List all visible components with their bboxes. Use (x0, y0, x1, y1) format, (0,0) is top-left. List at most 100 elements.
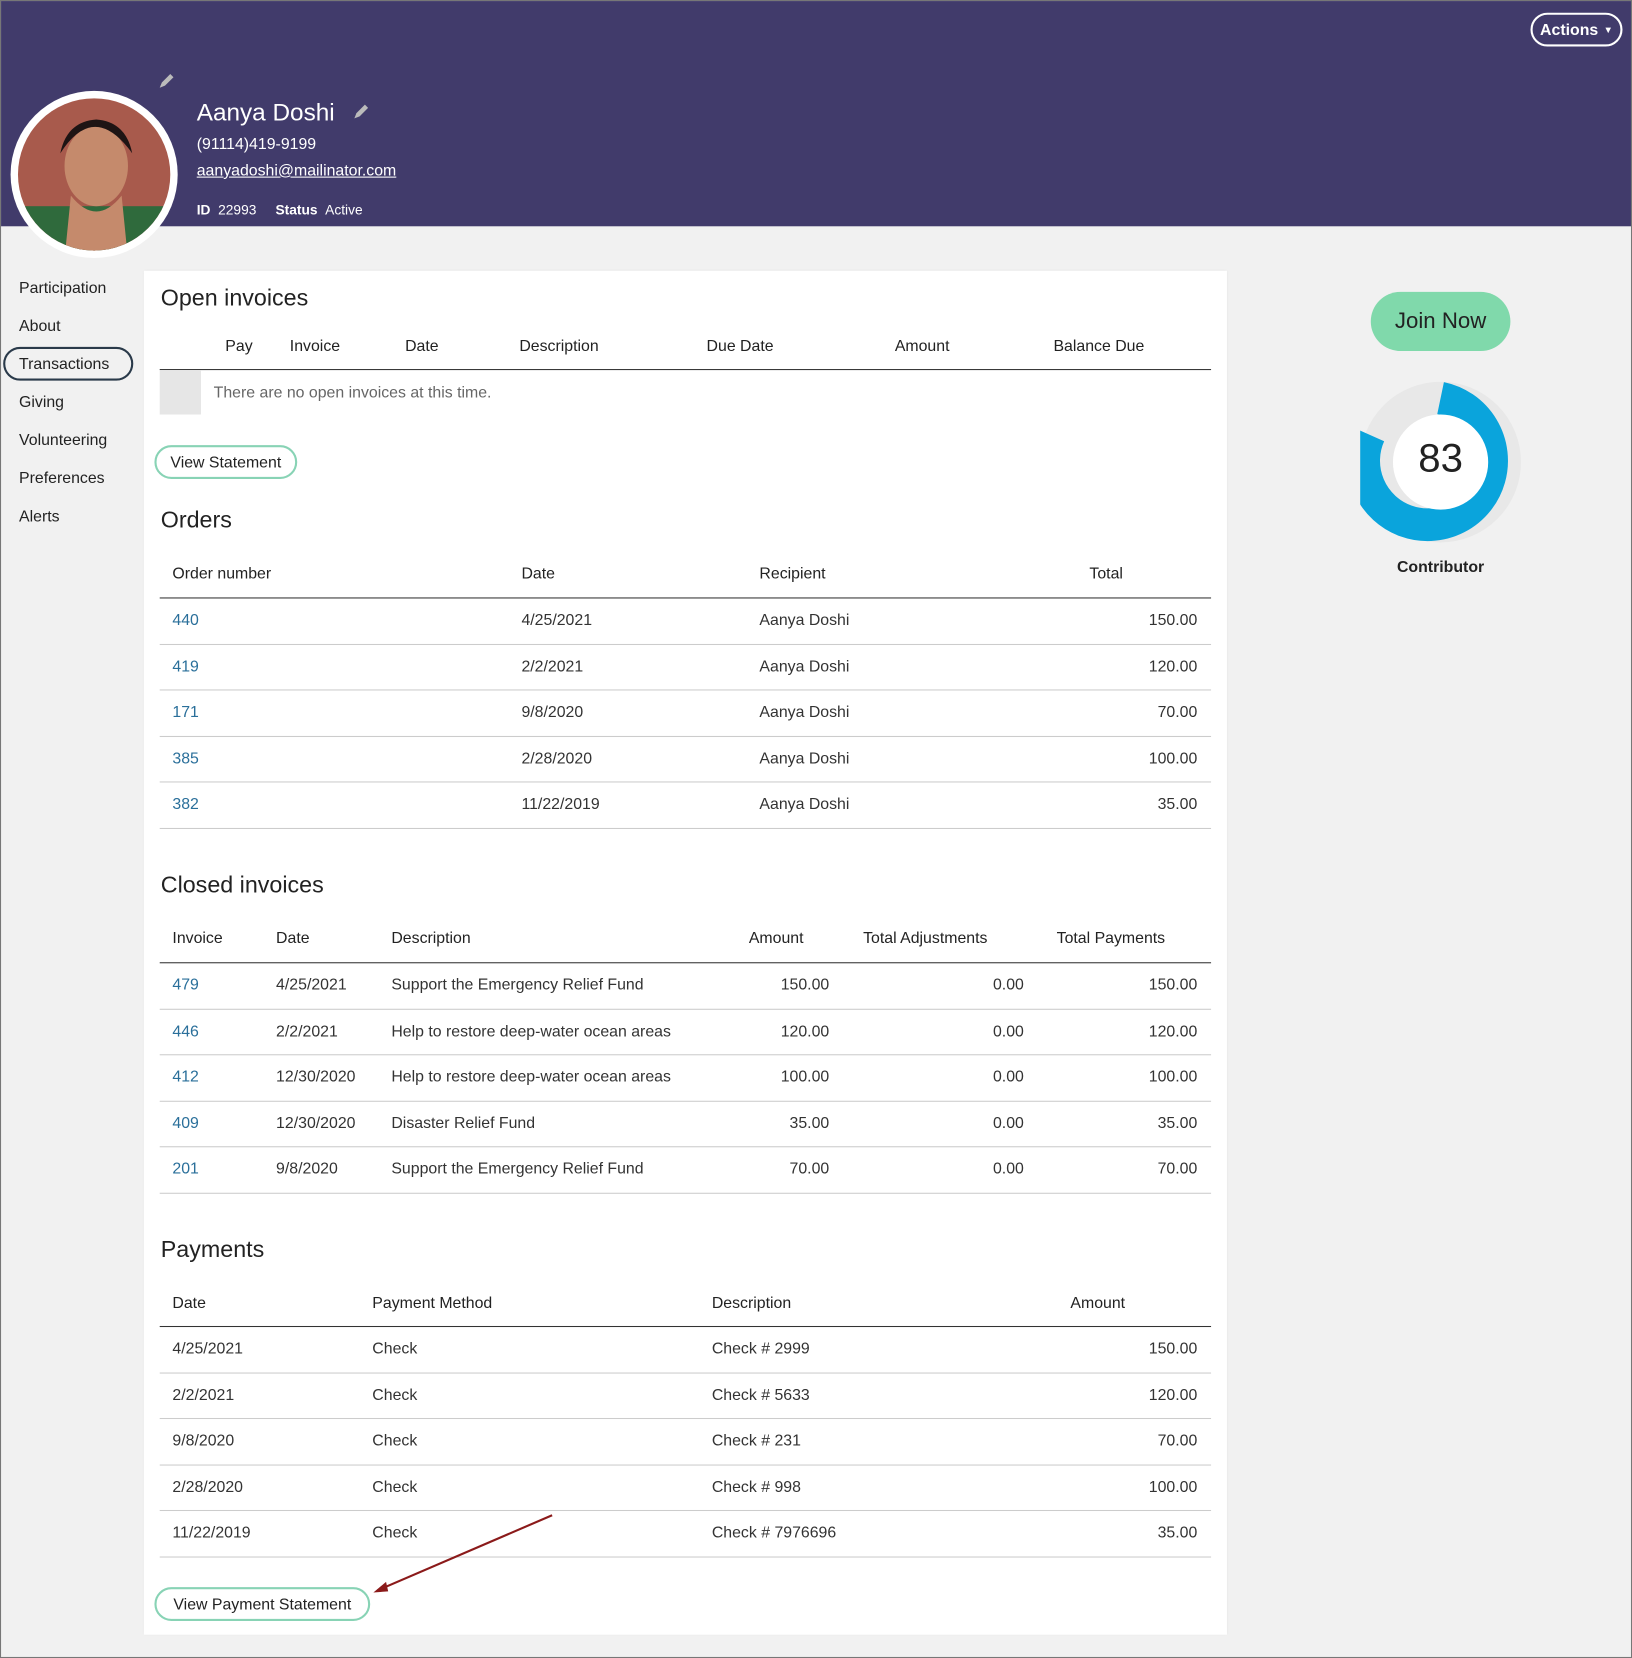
row-rule (159, 827, 1212, 829)
edit-icon[interactable] (157, 71, 178, 92)
table-cell: 2/2/2021 (521, 657, 584, 676)
row-rule (159, 689, 1212, 691)
row-rule (159, 1371, 1212, 1374)
table-cell: 4/25/2021 (521, 611, 593, 630)
header-rule (159, 597, 1212, 599)
table-cell: Check # 5633 (711, 1385, 810, 1404)
table-cell: Check (372, 1339, 418, 1358)
table-cell: Check # 2999 (711, 1339, 810, 1358)
table-cell: Support the Emergency Relief Fund (391, 1159, 644, 1178)
column-header: Pay (225, 337, 253, 356)
nav-item[interactable]: Preferences (19, 469, 105, 488)
table-cell: 12/30/2020 (276, 1067, 356, 1086)
column-header: Invoice (172, 929, 223, 948)
view-statement-button[interactable]: View Statement (154, 445, 298, 480)
view-payment-statement-button[interactable]: View Payment Statement (154, 1587, 371, 1621)
column-header: Recipient (759, 564, 826, 583)
row-link[interactable]: 419 (172, 657, 199, 676)
table-cell: 70.00 (1157, 703, 1198, 722)
table-cell: Support the Emergency Relief Fund (391, 975, 644, 994)
table-cell: 35.00 (1157, 1523, 1198, 1542)
table-cell: Aanya Doshi (759, 657, 850, 676)
row-rule (159, 1008, 1212, 1010)
id-value: 22993 (218, 201, 257, 218)
table-cell: 150.00 (780, 975, 830, 994)
table-cell: 9/8/2020 (276, 1159, 338, 1178)
nav-item[interactable]: Alerts (19, 507, 60, 526)
column-header: Amount (1070, 1294, 1126, 1313)
profile-name: Aanya Doshi (196, 98, 335, 126)
column-header: Description (391, 929, 471, 948)
empty-message: There are no open invoices at this time. (213, 383, 492, 402)
table-cell: Check (372, 1523, 418, 1542)
table-cell: 2/28/2020 (521, 749, 593, 768)
table-cell: Aanya Doshi (759, 611, 850, 630)
nav-item[interactable]: About (19, 317, 61, 336)
section-title: Orders (160, 506, 232, 533)
column-header: Payment Method (372, 1294, 493, 1313)
column-header: Amount (894, 337, 950, 356)
row-rule (159, 1192, 1212, 1194)
row-link[interactable]: 479 (172, 975, 199, 994)
row-rule (159, 735, 1212, 737)
row-rule (159, 1417, 1212, 1420)
table-cell: 2/2/2021 (276, 1021, 338, 1040)
column-header: Description (711, 1294, 792, 1313)
table-cell: Aanya Doshi (759, 795, 850, 814)
table-cell: 9/8/2020 (521, 703, 584, 722)
table-cell: 9/8/2020 (172, 1431, 235, 1450)
row-rule (159, 1146, 1212, 1148)
nav-item[interactable]: Giving (19, 393, 65, 412)
row-rule (159, 781, 1212, 783)
table-cell: 0.00 (992, 1159, 1024, 1178)
column-header: Due Date (706, 337, 774, 356)
row-link[interactable]: 446 (172, 1021, 199, 1040)
join-now-button[interactable]: Join Now (1370, 291, 1511, 352)
phone: (91114)419-9199 (196, 135, 317, 154)
row-link[interactable]: 385 (172, 749, 199, 768)
row-link[interactable]: 409 (172, 1113, 199, 1132)
nav-item[interactable]: Participation (19, 279, 107, 298)
table-cell: 120.00 (1148, 1385, 1198, 1404)
table-cell: 100.00 (780, 1067, 830, 1086)
header-rule (159, 1325, 1212, 1328)
row-link[interactable]: 440 (172, 611, 199, 630)
row-rule (159, 1555, 1212, 1558)
row-link[interactable]: 382 (172, 795, 199, 814)
edit-name-icon[interactable] (351, 102, 372, 123)
column-header: Date (405, 337, 439, 356)
row-link[interactable]: 412 (172, 1067, 199, 1086)
header-rule (159, 962, 1212, 964)
transactions-card (143, 270, 1227, 1635)
column-header: Invoice (289, 337, 341, 356)
row-link[interactable]: 201 (172, 1159, 199, 1178)
table-cell: 100.00 (1148, 749, 1198, 768)
actions-label: Actions (1540, 20, 1599, 39)
email-link[interactable]: aanyadoshi@mailinator.com (196, 161, 397, 180)
table-cell: 11/22/2019 (521, 795, 600, 814)
column-header: Date (521, 564, 555, 583)
table-cell: Help to restore deep-water ocean areas (391, 1021, 671, 1040)
avatar (10, 90, 178, 259)
table-cell: 0.00 (992, 975, 1024, 994)
table-cell: 120.00 (1148, 1021, 1198, 1040)
table-cell: Aanya Doshi (759, 703, 850, 722)
column-header: Total Payments (1056, 929, 1166, 948)
actions-button[interactable]: Actions ▼ (1530, 12, 1623, 47)
table-cell: 100.00 (1148, 1477, 1198, 1496)
nav-item[interactable]: Transactions (19, 355, 110, 374)
section-title: Payments (160, 1236, 265, 1263)
table-cell: Check # 998 (711, 1477, 801, 1496)
table-cell: 2/28/2020 (172, 1477, 243, 1496)
column-header: Description (519, 337, 599, 356)
table-cell: 12/30/2020 (276, 1113, 356, 1132)
nav-item[interactable]: Volunteering (19, 431, 108, 450)
table-cell: 2/2/2021 (172, 1385, 235, 1404)
score-value: 83 (1418, 436, 1463, 482)
row-link[interactable]: 171 (172, 703, 199, 722)
table-cell: 70.00 (1157, 1159, 1198, 1178)
table-cell: Check # 231 (711, 1431, 801, 1450)
table-cell: 35.00 (1157, 1113, 1198, 1132)
